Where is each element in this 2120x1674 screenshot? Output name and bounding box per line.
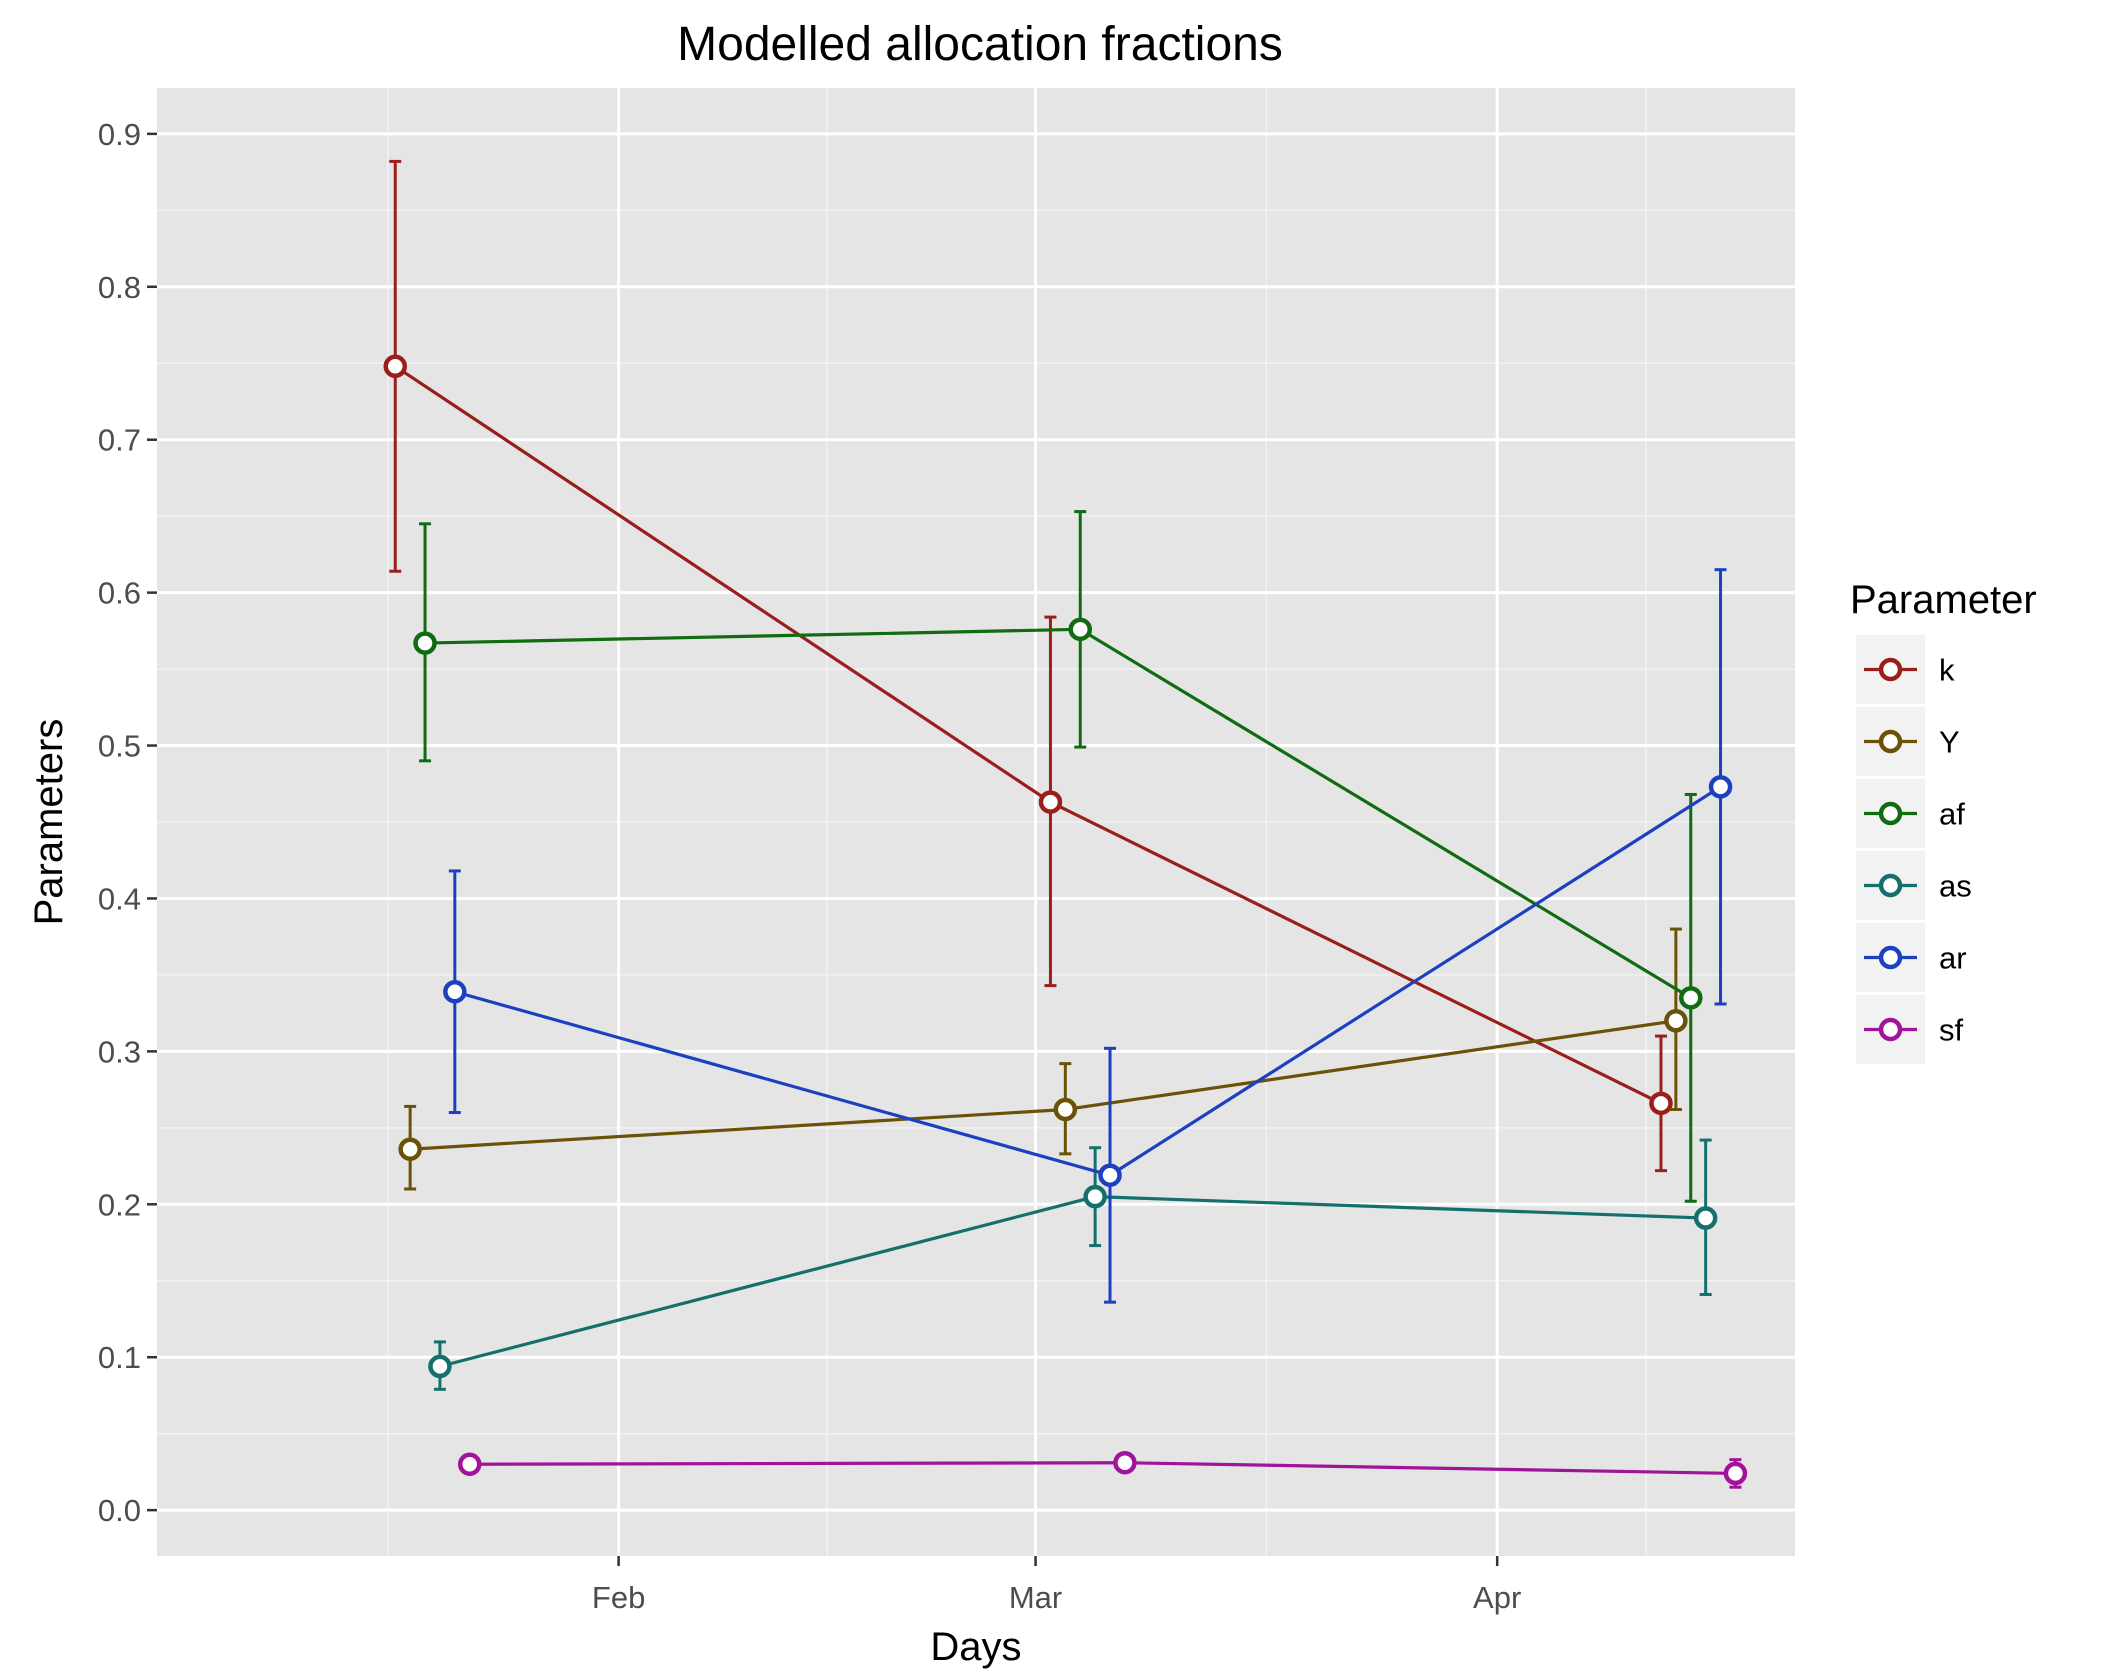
data-point [1693,1206,1718,1230]
legend-label: as [1939,869,1972,904]
y-tick-label: 0.7 [98,423,141,458]
y-tick-label: 0.9 [98,117,141,152]
y-tick-label: 0.2 [98,1187,141,1222]
data-point [1113,1450,1137,1475]
data-point [1679,986,1703,1010]
legend-key-marker [1878,657,1903,682]
legend: Parameter k Yaf as ar sf [1850,578,2037,1064]
data-point [1053,1097,1078,1122]
data-point [398,1137,422,1161]
y-tick-label: 0.1 [98,1340,141,1375]
series-af [413,510,1703,1203]
data-point [457,1452,482,1476]
series-layer [383,159,1748,1489]
legend-key-marker [1878,1017,1903,1042]
legend-item-k: k [1856,635,1955,704]
data-point [1649,1091,1673,1116]
x-tick-label: Apr [1473,1580,1521,1615]
data-point [443,979,467,1004]
legend-title: Parameter [1850,578,2037,622]
legend-item-af: af [1856,779,1965,848]
series-as [428,1138,1718,1391]
data-point [1098,1163,1122,1187]
series-ar [443,568,1733,1304]
y-tick-label: 0.0 [98,1493,141,1528]
legend-label: ar [1939,941,1967,976]
axes: 0.0 0.1 0.2 0.3 0.4 0.5 0.6 0.7 0.8 0.9 Feb Mar Apr [98,117,1521,1615]
data-point [1708,775,1733,799]
legend-label: Y [1939,725,1960,760]
legend-item-ar: ar [1856,923,1967,992]
legend-items: k Yaf as ar sf [1856,635,1972,1064]
legend-key-marker [1878,873,1903,898]
data-point [1664,1009,1688,1033]
legend-key-marker [1878,801,1903,826]
y-tick-label: 0.3 [98,1034,141,1069]
data-point [1038,790,1063,814]
legend-key-marker [1878,945,1903,970]
data-point [1068,617,1092,642]
data-point [413,631,437,655]
y-tick-label: 0.5 [98,729,141,764]
y-tick-label: 0.6 [98,576,141,611]
y-tick-label: 0.4 [98,881,141,916]
legend-label: sf [1939,1013,1964,1048]
legend-item-sf: sf [1856,995,1964,1064]
grid-minor [157,88,1795,1556]
y-axis-title: Parameters [27,719,71,926]
x-axis-title: Days [930,1625,1021,1669]
chart-title: Modelled allocation fractions [677,18,1283,71]
legend-label: k [1939,653,1955,688]
y-tick-label: 0.8 [98,270,141,305]
legend-key-marker [1878,729,1903,754]
legend-item-as: as [1856,851,1972,920]
x-tick-label: Feb [592,1580,645,1615]
data-point [1083,1184,1107,1209]
data-point [383,354,408,379]
data-point [428,1354,452,1379]
legend-label: af [1939,797,1965,832]
series-k [383,159,1673,1173]
x-tick-label: Mar [1009,1580,1062,1615]
grid-major [157,88,1795,1556]
legend-item-Y: Y [1856,707,1960,776]
data-point [1723,1461,1748,1486]
series-sf [457,1450,1748,1489]
series-Y [398,927,1688,1191]
